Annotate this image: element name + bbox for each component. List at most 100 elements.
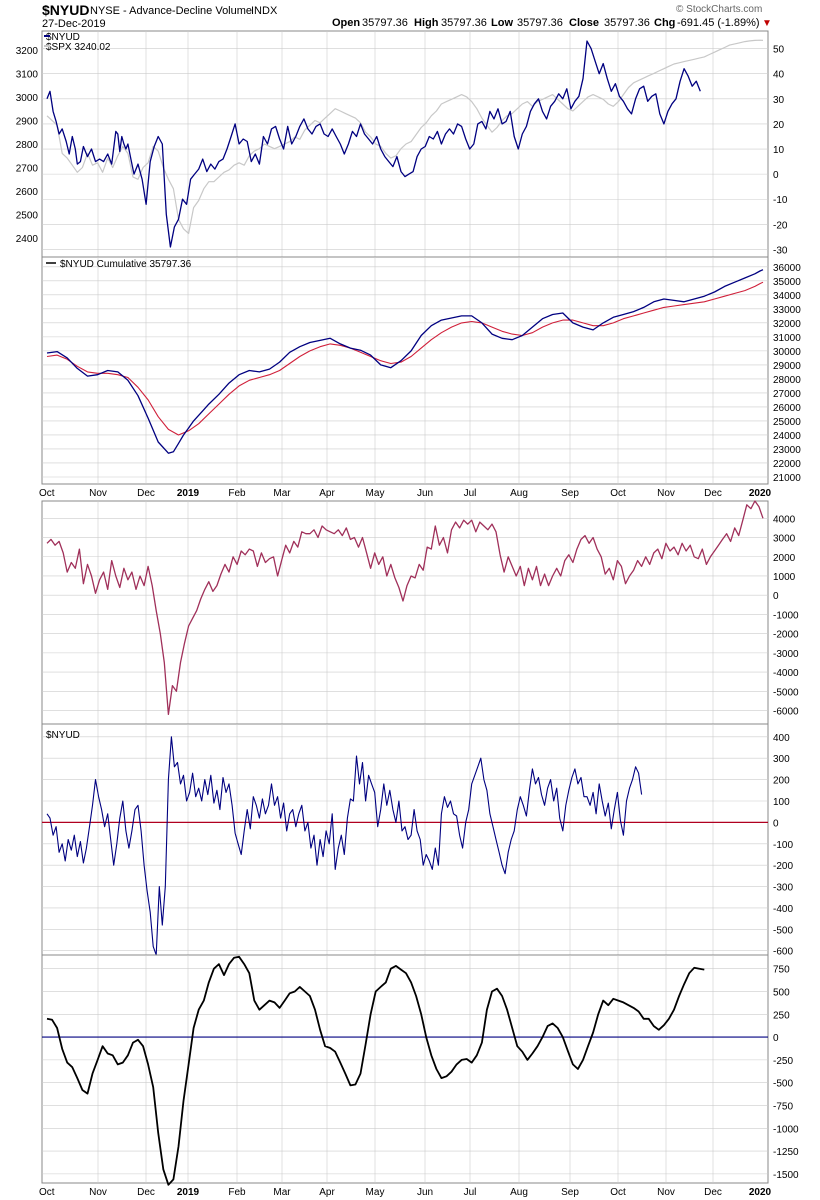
x-axis-label: Aug — [510, 488, 528, 499]
x-axis-label: Apr — [319, 1187, 335, 1198]
cumulative-line — [46, 269, 764, 454]
oscillator-tick: -750 — [773, 1101, 793, 1112]
indicator-1-panel — [41, 500, 769, 725]
chg-value: -691.45 (-1.89%) — [677, 17, 760, 29]
indicator-2-tick: 400 — [773, 733, 790, 744]
x-axis-label: Dec — [137, 488, 155, 499]
indicator-1-tick: -4000 — [773, 668, 799, 679]
cumulative-tick: 26000 — [773, 403, 801, 414]
cumulative-tick: 22000 — [773, 459, 801, 470]
oscillator-tick: -1500 — [773, 1170, 799, 1181]
indicator-2-tick: 200 — [773, 776, 790, 787]
price-right-tick: 10 — [773, 145, 785, 156]
low-label: Low — [491, 17, 513, 29]
oscillator-tick: -1250 — [773, 1147, 799, 1158]
close-label: Close — [569, 17, 599, 29]
cumulative-tick: 29000 — [773, 361, 801, 372]
indicator-1-tick: -6000 — [773, 707, 799, 718]
indicator-2-tick: 100 — [773, 797, 790, 808]
high-value: 35797.36 — [441, 17, 487, 29]
x-axis-label: 2019 — [177, 488, 200, 499]
x-axis-label: Nov — [657, 488, 675, 499]
spx-line — [46, 39, 764, 235]
x-axis-label: Feb — [228, 1187, 246, 1198]
chg-label: Chg — [654, 17, 675, 29]
price-right-tick: -30 — [773, 245, 788, 256]
price-right-tick: 30 — [773, 95, 785, 106]
x-axis-label: Oct — [39, 1187, 55, 1198]
x-axis-label: Dec — [704, 488, 722, 499]
price-left-tick: 2700 — [16, 164, 39, 175]
price-left-tick: 2500 — [16, 211, 39, 222]
indicator-1-tick: 2000 — [773, 553, 796, 564]
price-right-tick: 0 — [773, 170, 779, 181]
cumulative-tick: 23000 — [773, 445, 801, 456]
x-axis-label: 2020 — [749, 1187, 772, 1198]
indicator-1-tick: -2000 — [773, 630, 799, 641]
chg-down-arrow-icon: ▼ — [762, 18, 772, 29]
x-axis-label: Dec — [137, 1187, 155, 1198]
x-axis-label: Nov — [89, 1187, 107, 1198]
oscillator-line — [46, 955, 705, 1186]
oscillator-tick: 250 — [773, 1010, 790, 1021]
indicator-1-tick: -5000 — [773, 687, 799, 698]
x-axis-label: 2020 — [749, 488, 772, 499]
indicator-1-tick: 3000 — [773, 534, 796, 545]
price-left-tick: 3000 — [16, 93, 39, 104]
price-left-tick: 3100 — [16, 69, 39, 80]
nyud-price-line — [46, 40, 701, 248]
indicator-2-tick: -200 — [773, 861, 793, 872]
indicator-1-tick: -3000 — [773, 649, 799, 660]
x-axis-label: Jun — [417, 1187, 433, 1198]
price-right-tick: -10 — [773, 195, 788, 206]
price-left-tick: 3200 — [16, 46, 39, 57]
indicator-1-tick: -1000 — [773, 610, 799, 621]
x-axis-label: Mar — [273, 488, 291, 499]
oscillator-tick: -1000 — [773, 1124, 799, 1135]
indicator-2-tick: -400 — [773, 904, 793, 915]
x-axis-label: Apr — [319, 488, 335, 499]
oscillator-panel — [41, 954, 769, 1184]
x-axis-label: Sep — [561, 488, 579, 499]
x-axis-label: Jul — [464, 1187, 477, 1198]
x-axis-label: Jul — [464, 488, 477, 499]
indicator-2-line — [46, 736, 643, 956]
price-right-tick: -20 — [773, 220, 788, 231]
high-label: High — [414, 17, 439, 29]
open-label: Open — [332, 17, 360, 29]
x-axis-label: Dec — [704, 1187, 722, 1198]
x-axis-label: Sep — [561, 1187, 579, 1198]
indicator-2-tick: 0 — [773, 818, 779, 829]
cumulative-tick: 33000 — [773, 305, 801, 316]
x-axis-label: Jun — [417, 488, 433, 499]
cumulative-tick: 25000 — [773, 417, 801, 428]
oscillator-tick: 500 — [773, 987, 790, 998]
cumulative-tick: 32000 — [773, 319, 801, 330]
indicator-1-tick: 1000 — [773, 572, 796, 583]
cumulative-tick: 35000 — [773, 277, 801, 288]
x-axis-label: Mar — [273, 1187, 291, 1198]
indicator-1-tick: 4000 — [773, 514, 796, 525]
x-axis-label: Oct — [610, 488, 626, 499]
price-right-tick: 20 — [773, 120, 785, 131]
oscillator-tick: 0 — [773, 1033, 779, 1044]
price-left-tick: 2900 — [16, 116, 39, 127]
header-watermark: © StockCharts.com — [676, 4, 762, 15]
indicator-1-line — [46, 500, 764, 716]
price-right-tick: 50 — [773, 45, 785, 56]
header-description: NYSE - Advance-Decline Volume — [90, 5, 252, 17]
cumulative-tick: 30000 — [773, 347, 801, 358]
cumulative-tick: 21000 — [773, 473, 801, 484]
cumulative-panel — [41, 256, 769, 485]
legend-indicator-2: $NYUD — [46, 730, 80, 741]
header-symbol: $NYUD — [42, 2, 89, 18]
x-axis-label: Nov — [89, 488, 107, 499]
price-right-tick: 40 — [773, 70, 785, 81]
price-left-tick: 2400 — [16, 234, 39, 245]
cumulative-tick: 34000 — [773, 291, 801, 302]
legend-nyud: $NYUD — [46, 32, 80, 43]
oscillator-tick: -250 — [773, 1056, 793, 1067]
cumulative-tick: 27000 — [773, 389, 801, 400]
legend-spx: $SPX 3240.02 — [46, 42, 111, 53]
